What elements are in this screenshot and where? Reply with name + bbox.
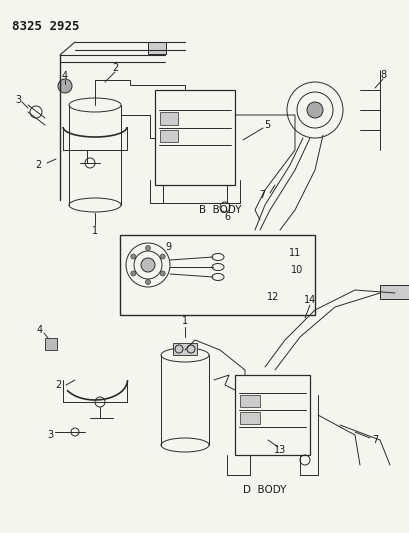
Bar bbox=[239, 395, 259, 407]
Text: 2: 2 bbox=[112, 63, 118, 73]
Text: 13: 13 bbox=[273, 445, 285, 455]
Circle shape bbox=[145, 246, 150, 251]
Text: 8: 8 bbox=[379, 70, 385, 80]
Bar bbox=[173, 343, 196, 355]
Bar bbox=[148, 42, 166, 54]
Text: 4: 4 bbox=[62, 71, 68, 81]
Text: 7: 7 bbox=[258, 190, 265, 200]
Text: 5: 5 bbox=[263, 120, 270, 130]
Text: 6: 6 bbox=[223, 212, 229, 222]
Bar bbox=[120, 235, 314, 315]
Bar bbox=[234, 375, 309, 455]
Circle shape bbox=[160, 254, 165, 259]
Circle shape bbox=[130, 271, 135, 276]
Circle shape bbox=[141, 258, 155, 272]
Circle shape bbox=[160, 271, 165, 276]
Bar bbox=[160, 130, 178, 142]
Text: 2: 2 bbox=[35, 160, 41, 170]
Circle shape bbox=[306, 102, 322, 118]
Text: 4: 4 bbox=[37, 325, 43, 335]
Text: 1: 1 bbox=[92, 226, 98, 236]
Text: D  BODY: D BODY bbox=[243, 485, 286, 495]
Text: 10: 10 bbox=[290, 265, 302, 275]
Circle shape bbox=[145, 279, 150, 285]
Text: 14: 14 bbox=[303, 295, 315, 305]
Text: 8325 2925: 8325 2925 bbox=[12, 20, 79, 33]
Circle shape bbox=[58, 79, 72, 93]
Bar bbox=[379, 285, 409, 299]
Text: 3: 3 bbox=[15, 95, 21, 105]
Circle shape bbox=[130, 254, 135, 259]
Text: B  BODY: B BODY bbox=[198, 205, 240, 215]
Bar bbox=[160, 112, 178, 125]
Text: 12: 12 bbox=[266, 292, 279, 302]
Bar bbox=[239, 412, 259, 424]
Bar bbox=[155, 90, 234, 185]
Text: 7: 7 bbox=[371, 435, 377, 445]
Text: 2: 2 bbox=[55, 380, 61, 390]
Text: 11: 11 bbox=[288, 248, 300, 258]
Text: 1: 1 bbox=[182, 316, 188, 326]
Text: 3: 3 bbox=[47, 430, 53, 440]
Bar bbox=[45, 338, 57, 350]
Text: 9: 9 bbox=[164, 242, 171, 252]
